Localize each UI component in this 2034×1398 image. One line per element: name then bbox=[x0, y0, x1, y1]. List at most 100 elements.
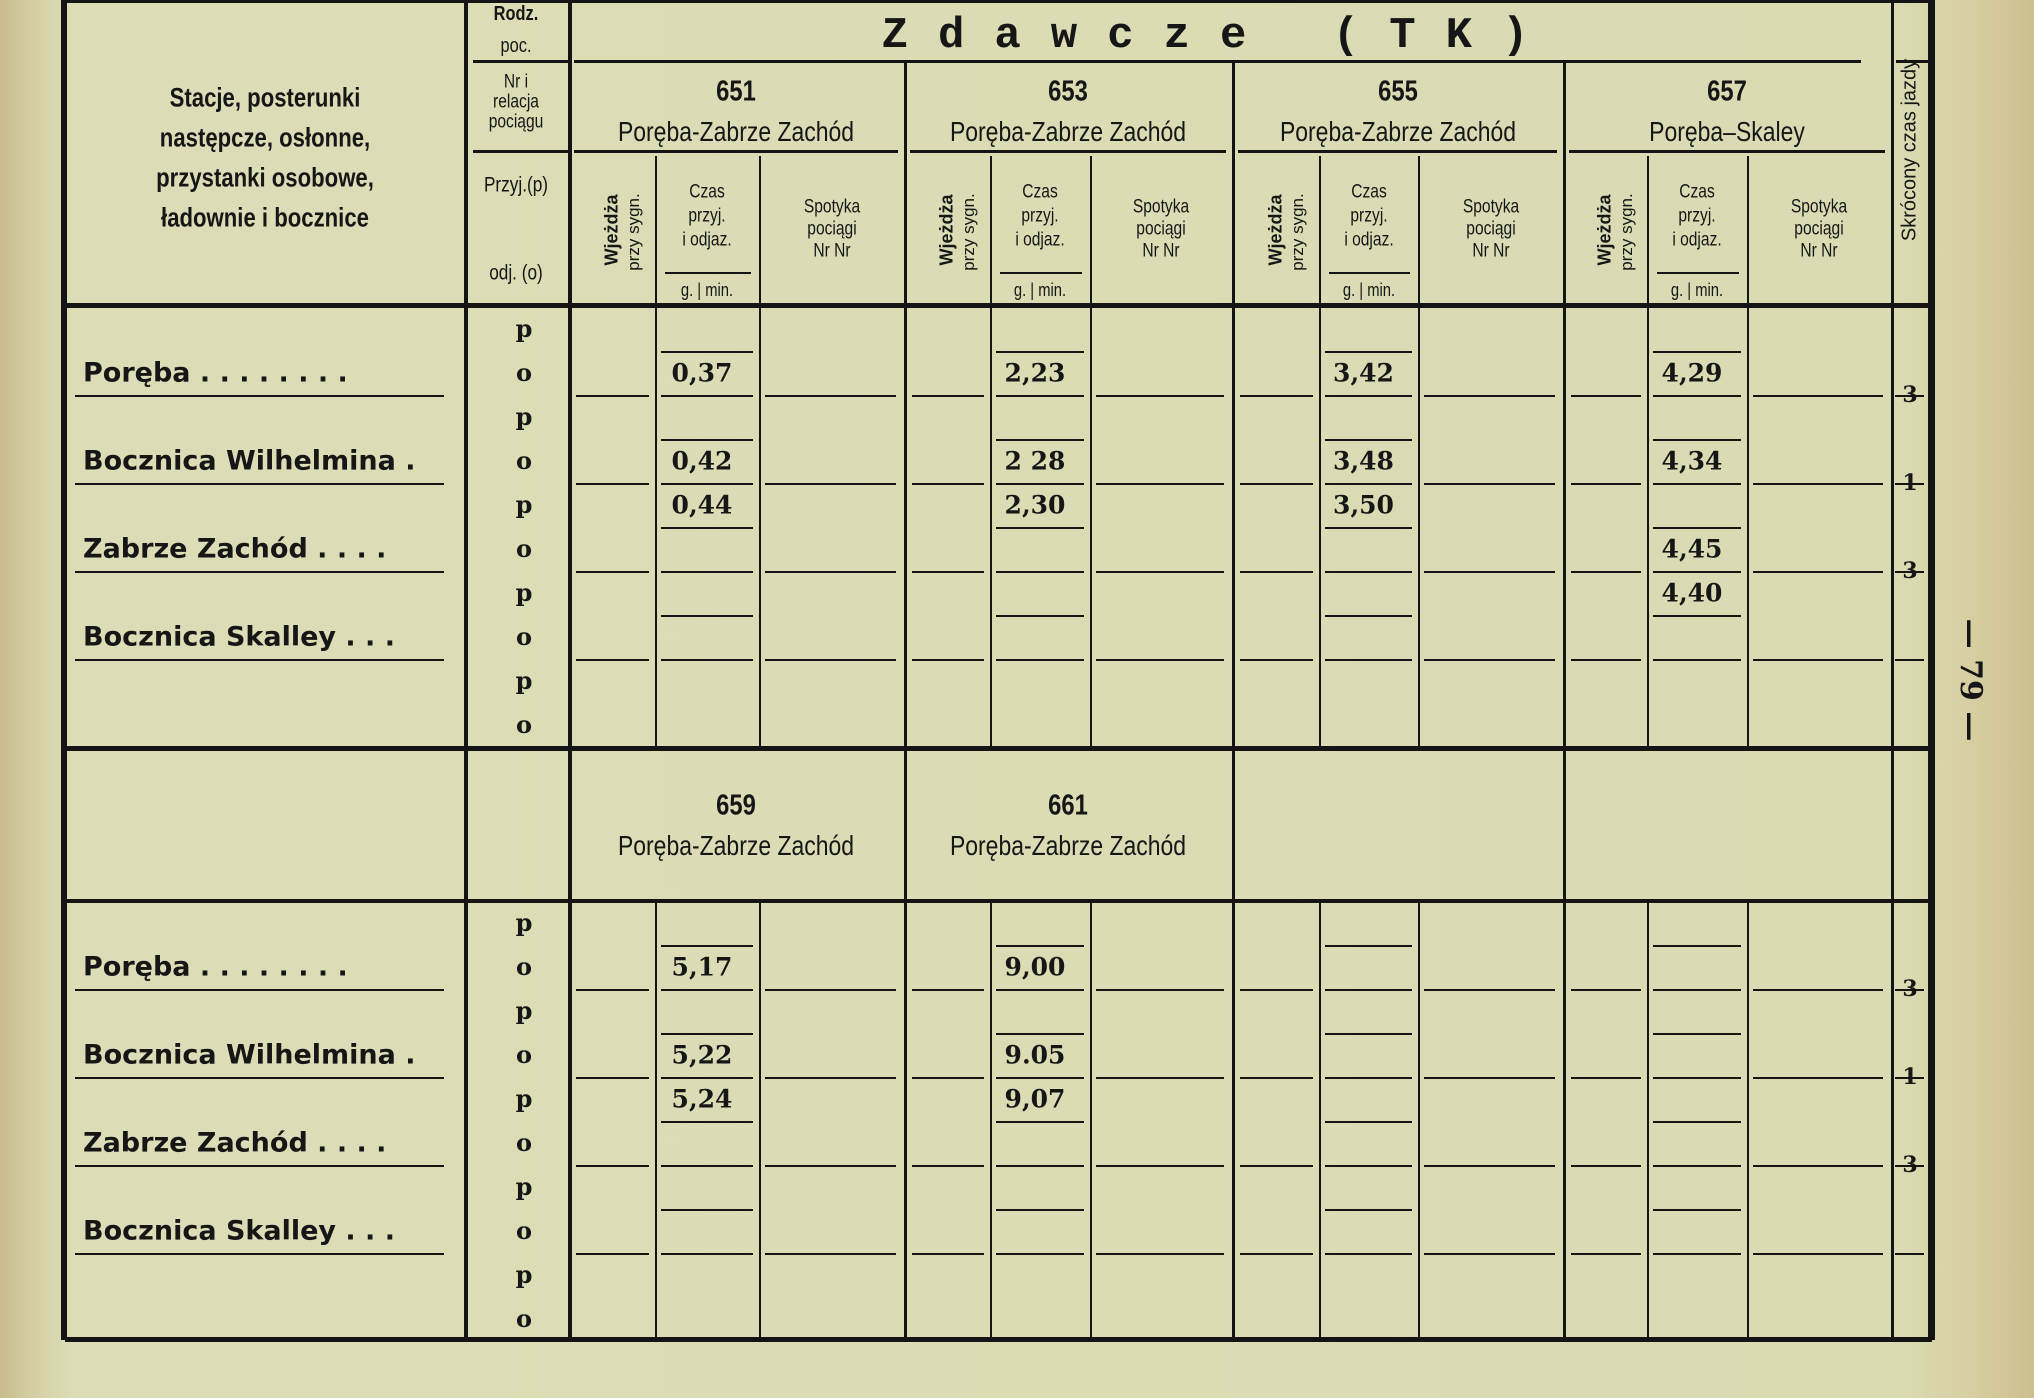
rule-line bbox=[1240, 659, 1313, 661]
rule-line bbox=[576, 571, 649, 573]
spotyka-header: pociągi bbox=[1136, 218, 1186, 240]
departure-time: 4,29 bbox=[1661, 358, 1723, 388]
spotyka-header: Spotyka bbox=[1132, 196, 1190, 218]
stations-column-header: następcze, osłonne, bbox=[159, 122, 370, 153]
rule-line bbox=[1418, 901, 1420, 1341]
spotyka-header: pociągi bbox=[806, 218, 857, 240]
rule-line bbox=[1325, 1077, 1412, 1079]
skrocony-czas-jazdy-header: Skrócony czas jazdy bbox=[1898, 58, 1921, 242]
rule-line bbox=[996, 483, 1084, 485]
rule-line bbox=[1653, 659, 1741, 661]
czas-header: Czas bbox=[1350, 181, 1387, 203]
rule-line bbox=[765, 1253, 896, 1255]
rule-line bbox=[1653, 395, 1741, 397]
rule-line bbox=[912, 1253, 984, 1255]
wjezdza-przy-sygn-header: Wjeżdża bbox=[601, 194, 622, 266]
rule-line bbox=[1096, 989, 1224, 991]
train-relation: Poręba-Zabrze Zachód bbox=[949, 830, 1187, 861]
station-name: Poręba . . . . . . . . bbox=[83, 357, 348, 389]
przyj-label: Przyj.(p) bbox=[483, 173, 549, 197]
section-divider bbox=[65, 746, 1928, 751]
rule-line bbox=[661, 1165, 753, 1167]
departure-marker: o bbox=[515, 534, 533, 563]
rule-line bbox=[1653, 1077, 1741, 1079]
rule-line bbox=[912, 1165, 984, 1167]
train-column-divider bbox=[904, 748, 907, 901]
rule-line bbox=[1753, 1165, 1883, 1167]
arrival-marker: p bbox=[515, 1260, 533, 1289]
rule-line bbox=[1653, 1165, 1741, 1167]
departure-time: 2,23 bbox=[1004, 358, 1066, 388]
rule-line bbox=[665, 272, 751, 274]
rule-line bbox=[576, 1253, 649, 1255]
station-name: Bocznica Skalley . . . bbox=[83, 1215, 395, 1247]
rule-line bbox=[1325, 483, 1412, 485]
skrocony-czas-value: 1 bbox=[1902, 1064, 1918, 1090]
rule-line bbox=[1424, 1253, 1555, 1255]
rule-line bbox=[1653, 1253, 1741, 1255]
rule-line bbox=[1096, 395, 1224, 397]
rule-line bbox=[1895, 395, 1924, 397]
rule-line bbox=[1319, 307, 1321, 747]
nr-relacja-label: Nr i bbox=[503, 71, 529, 93]
row-underline bbox=[75, 571, 444, 573]
rule-line bbox=[1753, 1253, 1883, 1255]
rule-line bbox=[1647, 901, 1649, 1341]
czas-units-label: g. | min. bbox=[680, 280, 734, 300]
rule-line bbox=[661, 659, 753, 661]
rule-line bbox=[1647, 307, 1649, 747]
rule-line bbox=[912, 483, 984, 485]
wjezdza-przy-sygn-header: przy sygn. bbox=[1617, 193, 1637, 271]
rule-line bbox=[1096, 659, 1224, 661]
rule-line bbox=[1747, 156, 1749, 305]
rule-line bbox=[1424, 1165, 1555, 1167]
rule-line bbox=[904, 305, 907, 746]
wjezdza-przy-sygn-header: przy sygn. bbox=[959, 193, 979, 271]
rule-line bbox=[1325, 395, 1412, 397]
train-number: 651 bbox=[716, 75, 756, 108]
rule-line bbox=[765, 395, 896, 397]
rule-line bbox=[1232, 901, 1235, 1339]
subrow-line bbox=[1325, 1121, 1412, 1123]
rule-line bbox=[1747, 901, 1749, 1341]
bottom-border bbox=[65, 1337, 1932, 1342]
row-underline bbox=[75, 1165, 444, 1167]
rodz-poc-label: poc. bbox=[500, 35, 532, 57]
rule-line bbox=[1090, 901, 1092, 1341]
rule-line bbox=[1325, 1253, 1412, 1255]
rule-line bbox=[912, 1077, 984, 1079]
document-title: Zdawcze (TK) bbox=[881, 11, 1559, 61]
row-underline bbox=[75, 483, 444, 485]
train-column-divider bbox=[1232, 748, 1235, 901]
rule-line bbox=[1424, 395, 1555, 397]
section-header-bottom-rule bbox=[65, 899, 1928, 903]
rule-line bbox=[576, 1165, 649, 1167]
subrow-line bbox=[996, 1209, 1084, 1211]
nr-relacja-label: relacja bbox=[493, 91, 539, 113]
rule-line bbox=[1753, 395, 1883, 397]
subrow-line bbox=[1653, 945, 1741, 947]
departure-marker: o bbox=[515, 1216, 533, 1245]
row-underline bbox=[75, 1077, 444, 1079]
subrow-line bbox=[996, 351, 1084, 353]
rule-line bbox=[661, 1077, 753, 1079]
rule-line bbox=[904, 901, 907, 1339]
rule-line bbox=[1424, 1077, 1555, 1079]
rule-line bbox=[1096, 1077, 1224, 1079]
departure-time: 9,00 bbox=[1004, 952, 1066, 982]
right-border bbox=[1928, 0, 1935, 1340]
skrocony-czas-value: 3 bbox=[1902, 976, 1918, 1002]
departure-marker: o bbox=[515, 952, 533, 981]
spotyka-header: pociągi bbox=[1465, 218, 1516, 240]
rule-line bbox=[1563, 305, 1566, 746]
rule-line bbox=[661, 483, 753, 485]
rule-line bbox=[661, 1253, 753, 1255]
rule-line bbox=[765, 659, 896, 661]
train-relation: Poręba-Zabrze Zachód bbox=[617, 116, 855, 147]
departure-time: 5,17 bbox=[671, 952, 733, 982]
subrow-line bbox=[1653, 615, 1741, 617]
rule-line bbox=[1647, 156, 1649, 305]
departure-marker: o bbox=[515, 1040, 533, 1069]
rule-line bbox=[661, 395, 753, 397]
wjezdza-przy-sygn-header: Wjeżdża bbox=[1594, 194, 1615, 266]
